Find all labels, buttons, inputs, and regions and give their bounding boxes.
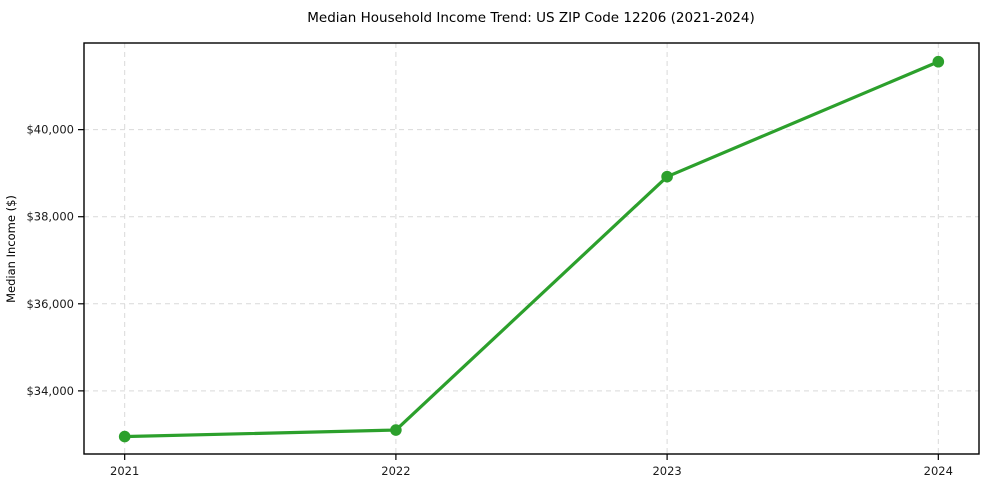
x-tick-label: 2023 — [652, 464, 681, 478]
y-tick-label: $38,000 — [26, 210, 74, 224]
data-point-marker — [118, 430, 131, 443]
y-tick-label: $36,000 — [26, 297, 74, 311]
data-point-marker — [661, 170, 673, 183]
trend-line — [123, 60, 940, 439]
data-point-marker — [390, 424, 402, 436]
x-tick-label: 2024 — [924, 464, 953, 478]
data-point-marker — [932, 55, 945, 68]
y-tick-label: $34,000 — [26, 384, 74, 398]
x-tick-label: 2022 — [381, 464, 410, 478]
y-axis-label: Median Income ($) — [4, 195, 18, 303]
x-tick-label: 2021 — [110, 464, 139, 478]
plot-area-border — [83, 42, 980, 455]
chart-title: Median Household Income Trend: US ZIP Co… — [307, 10, 755, 26]
y-tick-label: $40,000 — [26, 123, 74, 137]
